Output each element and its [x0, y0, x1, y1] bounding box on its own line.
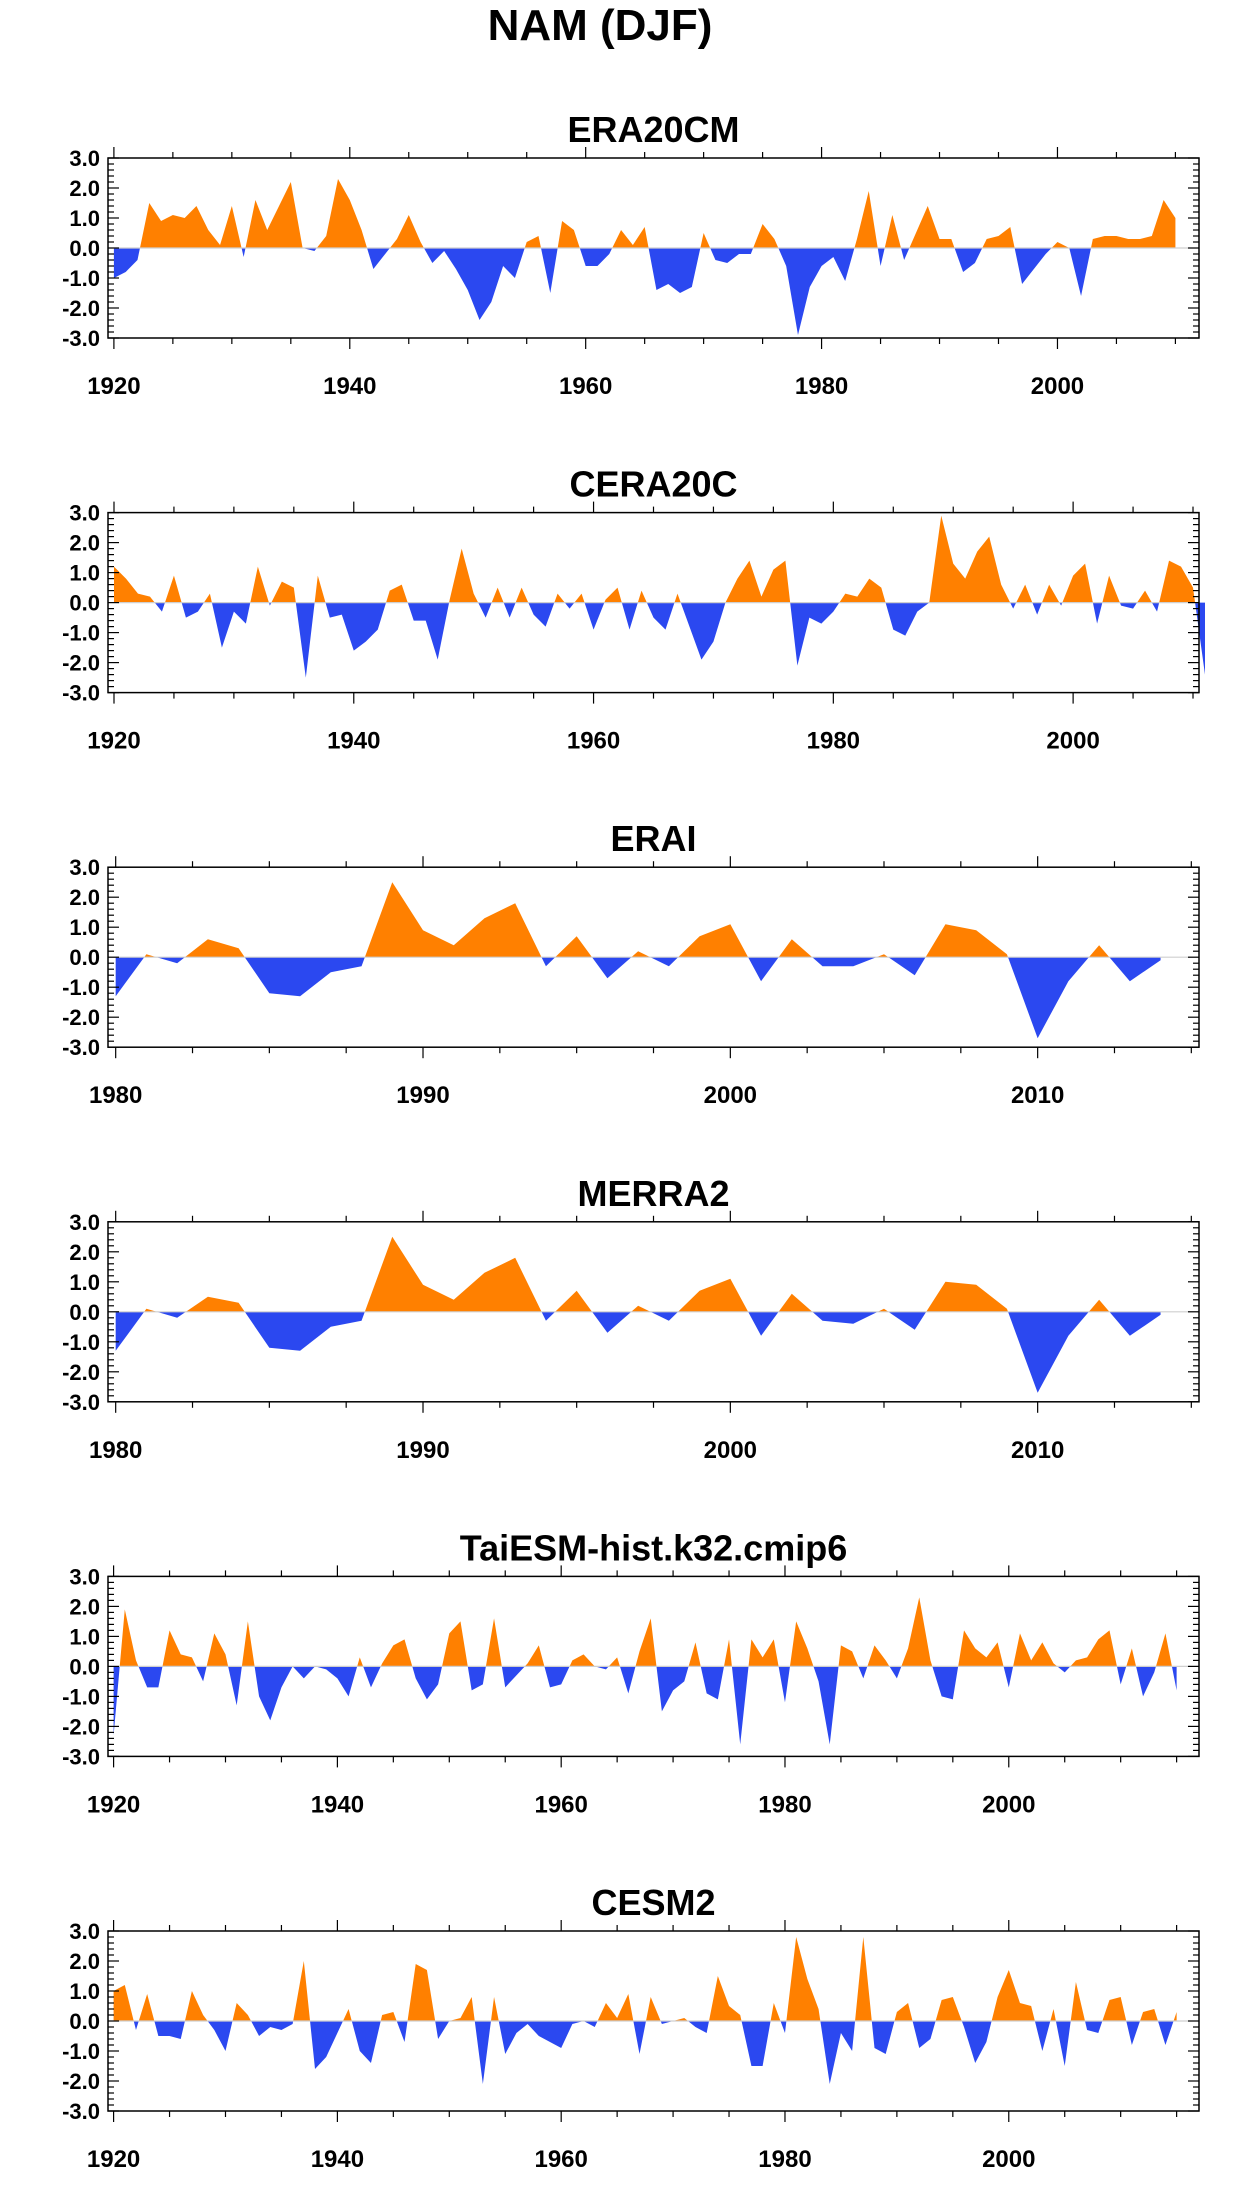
- x-tick-label: 2000: [1046, 728, 1099, 755]
- y-tick-label: 3.0: [69, 1210, 100, 1235]
- y-tick-label: 0.0: [69, 1654, 100, 1679]
- y-tick-label: -2.0: [62, 1714, 100, 1739]
- y-tick-label: 2.0: [69, 1594, 100, 1619]
- main-title: NAM (DJF): [488, 1, 713, 50]
- y-tick-label: 1.0: [69, 1270, 100, 1295]
- x-tick-label: 1990: [396, 1082, 449, 1109]
- chart-panel: CERA20C 3.0 2.0 1.0 0.0 -1.0 -2.0 -3.0 1920 1940 1…: [62, 464, 1205, 755]
- y-tick-label: -1.0: [62, 1684, 100, 1709]
- panel-title: TaiESM-hist.k32.cmip6: [460, 1527, 847, 1568]
- x-tick-label: 1940: [311, 1791, 364, 1818]
- x-tick-label: 1990: [396, 1437, 449, 1464]
- x-tick-label: 2000: [704, 1082, 757, 1109]
- x-tick-label: 2000: [704, 1437, 757, 1464]
- positive-area: [113, 179, 1176, 248]
- x-tick-label: 1980: [89, 1437, 142, 1464]
- y-tick-label: -1.0: [62, 975, 100, 1000]
- x-tick-label: 2000: [982, 2146, 1035, 2173]
- panel-title: MERRA2: [577, 1173, 729, 1214]
- y-tick-label: -3.0: [62, 2099, 100, 2124]
- positive-area: [113, 515, 1205, 603]
- x-tick-label: 1960: [534, 1791, 587, 1818]
- negative-area: [113, 2021, 1177, 2084]
- y-tick-label: 0.0: [69, 2009, 100, 2034]
- negative-area: [115, 957, 1161, 1039]
- x-tick-label: 1940: [323, 373, 376, 400]
- x-tick-label: 1980: [89, 1082, 142, 1109]
- y-tick-label: -3.0: [62, 681, 100, 706]
- y-tick-label: 1.0: [69, 1979, 100, 2004]
- y-tick-label: -2.0: [62, 1005, 100, 1030]
- y-tick-label: -1.0: [62, 1330, 100, 1355]
- positive-area: [115, 882, 1161, 958]
- y-tick-label: 3.0: [69, 146, 100, 171]
- panel-title: ERAI: [610, 818, 696, 859]
- y-tick-label: -1.0: [62, 2039, 100, 2064]
- x-tick-label: 1920: [87, 1791, 140, 1818]
- y-tick-label: -3.0: [62, 1744, 100, 1769]
- x-tick-label: 1960: [567, 728, 620, 755]
- x-tick-label: 1960: [534, 2146, 587, 2173]
- y-tick-label: 3.0: [69, 1564, 100, 1589]
- positive-area: [113, 1597, 1177, 1667]
- x-tick-label: 1960: [559, 373, 612, 400]
- x-tick-label: 2000: [982, 1791, 1035, 1818]
- negative-area: [113, 1666, 1177, 1745]
- x-tick-label: 1980: [795, 373, 848, 400]
- chart-panel: CESM2 3.0 2.0 1.0 0.0 -1.0 -2.0 -3.0 1920 1940 196…: [62, 1882, 1200, 2173]
- negative-area: [113, 602, 1205, 678]
- x-tick-label: 2010: [1011, 1082, 1064, 1109]
- x-tick-label: 1920: [87, 2146, 140, 2173]
- x-tick-label: 1980: [758, 1791, 811, 1818]
- y-tick-label: -1.0: [62, 621, 100, 646]
- panel-title: CERA20C: [569, 464, 737, 505]
- x-tick-label: 2010: [1011, 1437, 1064, 1464]
- y-tick-label: -2.0: [62, 296, 100, 321]
- y-tick-label: 1.0: [69, 561, 100, 586]
- chart-panel: TaiESM-hist.k32.cmip6 3.0 2.0 1.0 0.0 -1.0 -2.…: [62, 1527, 1200, 1818]
- x-tick-label: 1940: [327, 728, 380, 755]
- y-tick-label: -2.0: [62, 651, 100, 676]
- y-tick-label: -3.0: [62, 1035, 100, 1060]
- y-tick-label: -2.0: [62, 2069, 100, 2094]
- chart-panel: MERRA2 3.0 2.0 1.0 0.0 -1.0 -2.0 -3.0 1980 1990 20…: [62, 1173, 1200, 1464]
- y-tick-label: 3.0: [69, 855, 100, 880]
- x-tick-label: 1920: [87, 373, 140, 400]
- y-tick-label: 2.0: [69, 885, 100, 910]
- y-tick-label: 2.0: [69, 1240, 100, 1265]
- y-tick-label: 1.0: [69, 206, 100, 231]
- x-tick-label: 1980: [807, 728, 860, 755]
- y-tick-label: -2.0: [62, 1360, 100, 1385]
- negative-area: [115, 1311, 1161, 1393]
- y-tick-label: -3.0: [62, 326, 100, 351]
- positive-area: [113, 1937, 1177, 2021]
- y-tick-label: 2.0: [69, 1949, 100, 1974]
- y-tick-label: 3.0: [69, 501, 100, 526]
- y-tick-label: 2.0: [69, 531, 100, 556]
- y-tick-label: 3.0: [69, 1919, 100, 1944]
- chart-panel: ERA20CM 3.0 2.0 1.0 0.0 -1.0 -2.0 -3.0 1920 1940 1…: [62, 109, 1200, 400]
- panel-title: CESM2: [591, 1882, 715, 1923]
- y-tick-label: 0.0: [69, 236, 100, 261]
- y-tick-label: 0.0: [69, 1300, 100, 1325]
- x-tick-label: 1940: [311, 2146, 364, 2173]
- y-tick-label: 0.0: [69, 945, 100, 970]
- negative-area: [113, 248, 1176, 335]
- y-tick-label: 1.0: [69, 915, 100, 940]
- x-tick-label: 1920: [87, 728, 140, 755]
- y-tick-label: -1.0: [62, 266, 100, 291]
- y-tick-label: 2.0: [69, 176, 100, 201]
- positive-area: [115, 1236, 1161, 1312]
- x-tick-label: 1980: [758, 2146, 811, 2173]
- y-tick-label: 1.0: [69, 1624, 100, 1649]
- chart-panel: ERAI 3.0 2.0 1.0 0.0 -1.0 -2.0 -3.0 1980 1990 2000…: [62, 818, 1200, 1109]
- x-tick-label: 2000: [1031, 373, 1084, 400]
- y-tick-label: -3.0: [62, 1390, 100, 1415]
- y-tick-label: 0.0: [69, 591, 100, 616]
- panel-title: ERA20CM: [567, 109, 739, 150]
